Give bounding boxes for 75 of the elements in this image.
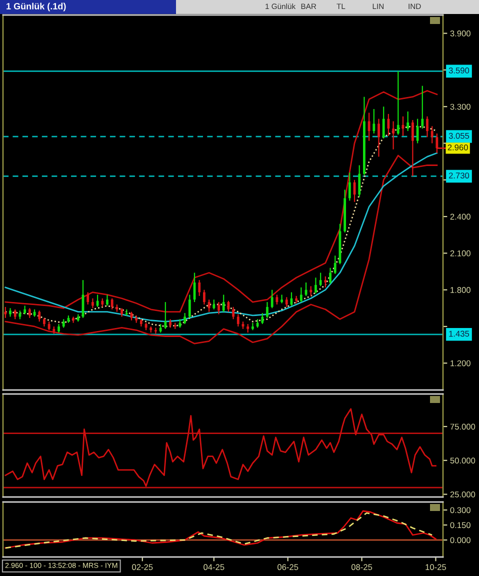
candlestick [324, 276, 327, 288]
candlestick [430, 126, 434, 144]
x-tick-label: 06-25 [278, 564, 298, 570]
candlestick [280, 294, 283, 304]
y-tick-label: 75.000 [450, 424, 476, 430]
candlestick [184, 312, 186, 325]
x-tick-label: 10-25 [426, 564, 446, 570]
candlestick [96, 294, 99, 308]
candlestick [314, 277, 317, 294]
candlestick [188, 294, 191, 318]
y-tick-label: 0.150 [450, 522, 470, 528]
candlestick [368, 112, 370, 142]
candlestick [106, 294, 108, 306]
candlestick [212, 299, 216, 310]
x-tick-label: 08-25 [351, 564, 372, 570]
x-tick-label: 02-25 [132, 564, 153, 570]
candlestick [110, 298, 114, 310]
y-tick-label: 1.200 [450, 360, 470, 366]
candlestick [232, 306, 235, 320]
candlestick [208, 299, 210, 312]
y-tick-label: 0.300 [450, 507, 470, 514]
candlestick [382, 106, 385, 139]
candlestick [421, 85, 424, 130]
ref-line-label: 1.435 [449, 330, 470, 337]
candlestick [154, 327, 157, 334]
candlestick [329, 267, 332, 284]
y-tick-label: 3.900 [450, 30, 470, 36]
candlestick [310, 286, 312, 296]
ref-line-label: 2.730 [448, 172, 470, 178]
candlestick [372, 108, 376, 134]
line-series [4, 90, 438, 313]
candlestick [396, 70, 400, 136]
candlestick [270, 289, 274, 309]
candlestick [164, 301, 167, 330]
candlestick [91, 298, 94, 309]
candlestick [236, 314, 240, 328]
annotation: 2.960 [448, 144, 468, 150]
candlestick [203, 289, 206, 306]
ref-line-label: 3.055 [448, 132, 470, 139]
candlestick [285, 296, 288, 308]
candlestick [38, 310, 41, 322]
candlestick [198, 280, 201, 296]
candlestick [227, 300, 230, 312]
candlestick [334, 255, 336, 275]
candlestick [86, 292, 90, 306]
candlestick [266, 301, 268, 318]
y-tick-label: 2.400 [450, 214, 470, 220]
candlestick [276, 294, 278, 306]
candlestick [416, 118, 419, 144]
candlestick [392, 120, 395, 150]
candlestick [348, 172, 351, 202]
candlestick [378, 118, 380, 158]
candlestick [14, 308, 16, 320]
chart-title: 1 Günlük (.1d) [6, 2, 66, 12]
candlestick [387, 113, 390, 136]
candlestick [300, 286, 302, 303]
line-series [4, 408, 436, 487]
y-tick-label: 1.800 [450, 287, 470, 293]
y-tick-label: 50.000 [450, 458, 476, 464]
candlestick [406, 110, 410, 132]
ref-line-label: 3.590 [448, 68, 470, 74]
candlestick [4, 306, 7, 318]
candlestick [28, 308, 31, 318]
candlestick [319, 272, 322, 287]
candlestick [411, 119, 414, 177]
y-tick-label: 3.300 [450, 104, 470, 110]
candlestick [222, 294, 225, 312]
x-tick-label: 04-25 [204, 564, 224, 570]
candlestick [426, 116, 428, 138]
y-tick-label: 0.000 [450, 537, 470, 544]
candlestick [261, 312, 264, 325]
y-tick-label: 2.100 [450, 250, 470, 256]
candlestick [358, 164, 361, 198]
candlestick [218, 301, 220, 315]
y-tick-label: 25.000 [450, 491, 476, 498]
